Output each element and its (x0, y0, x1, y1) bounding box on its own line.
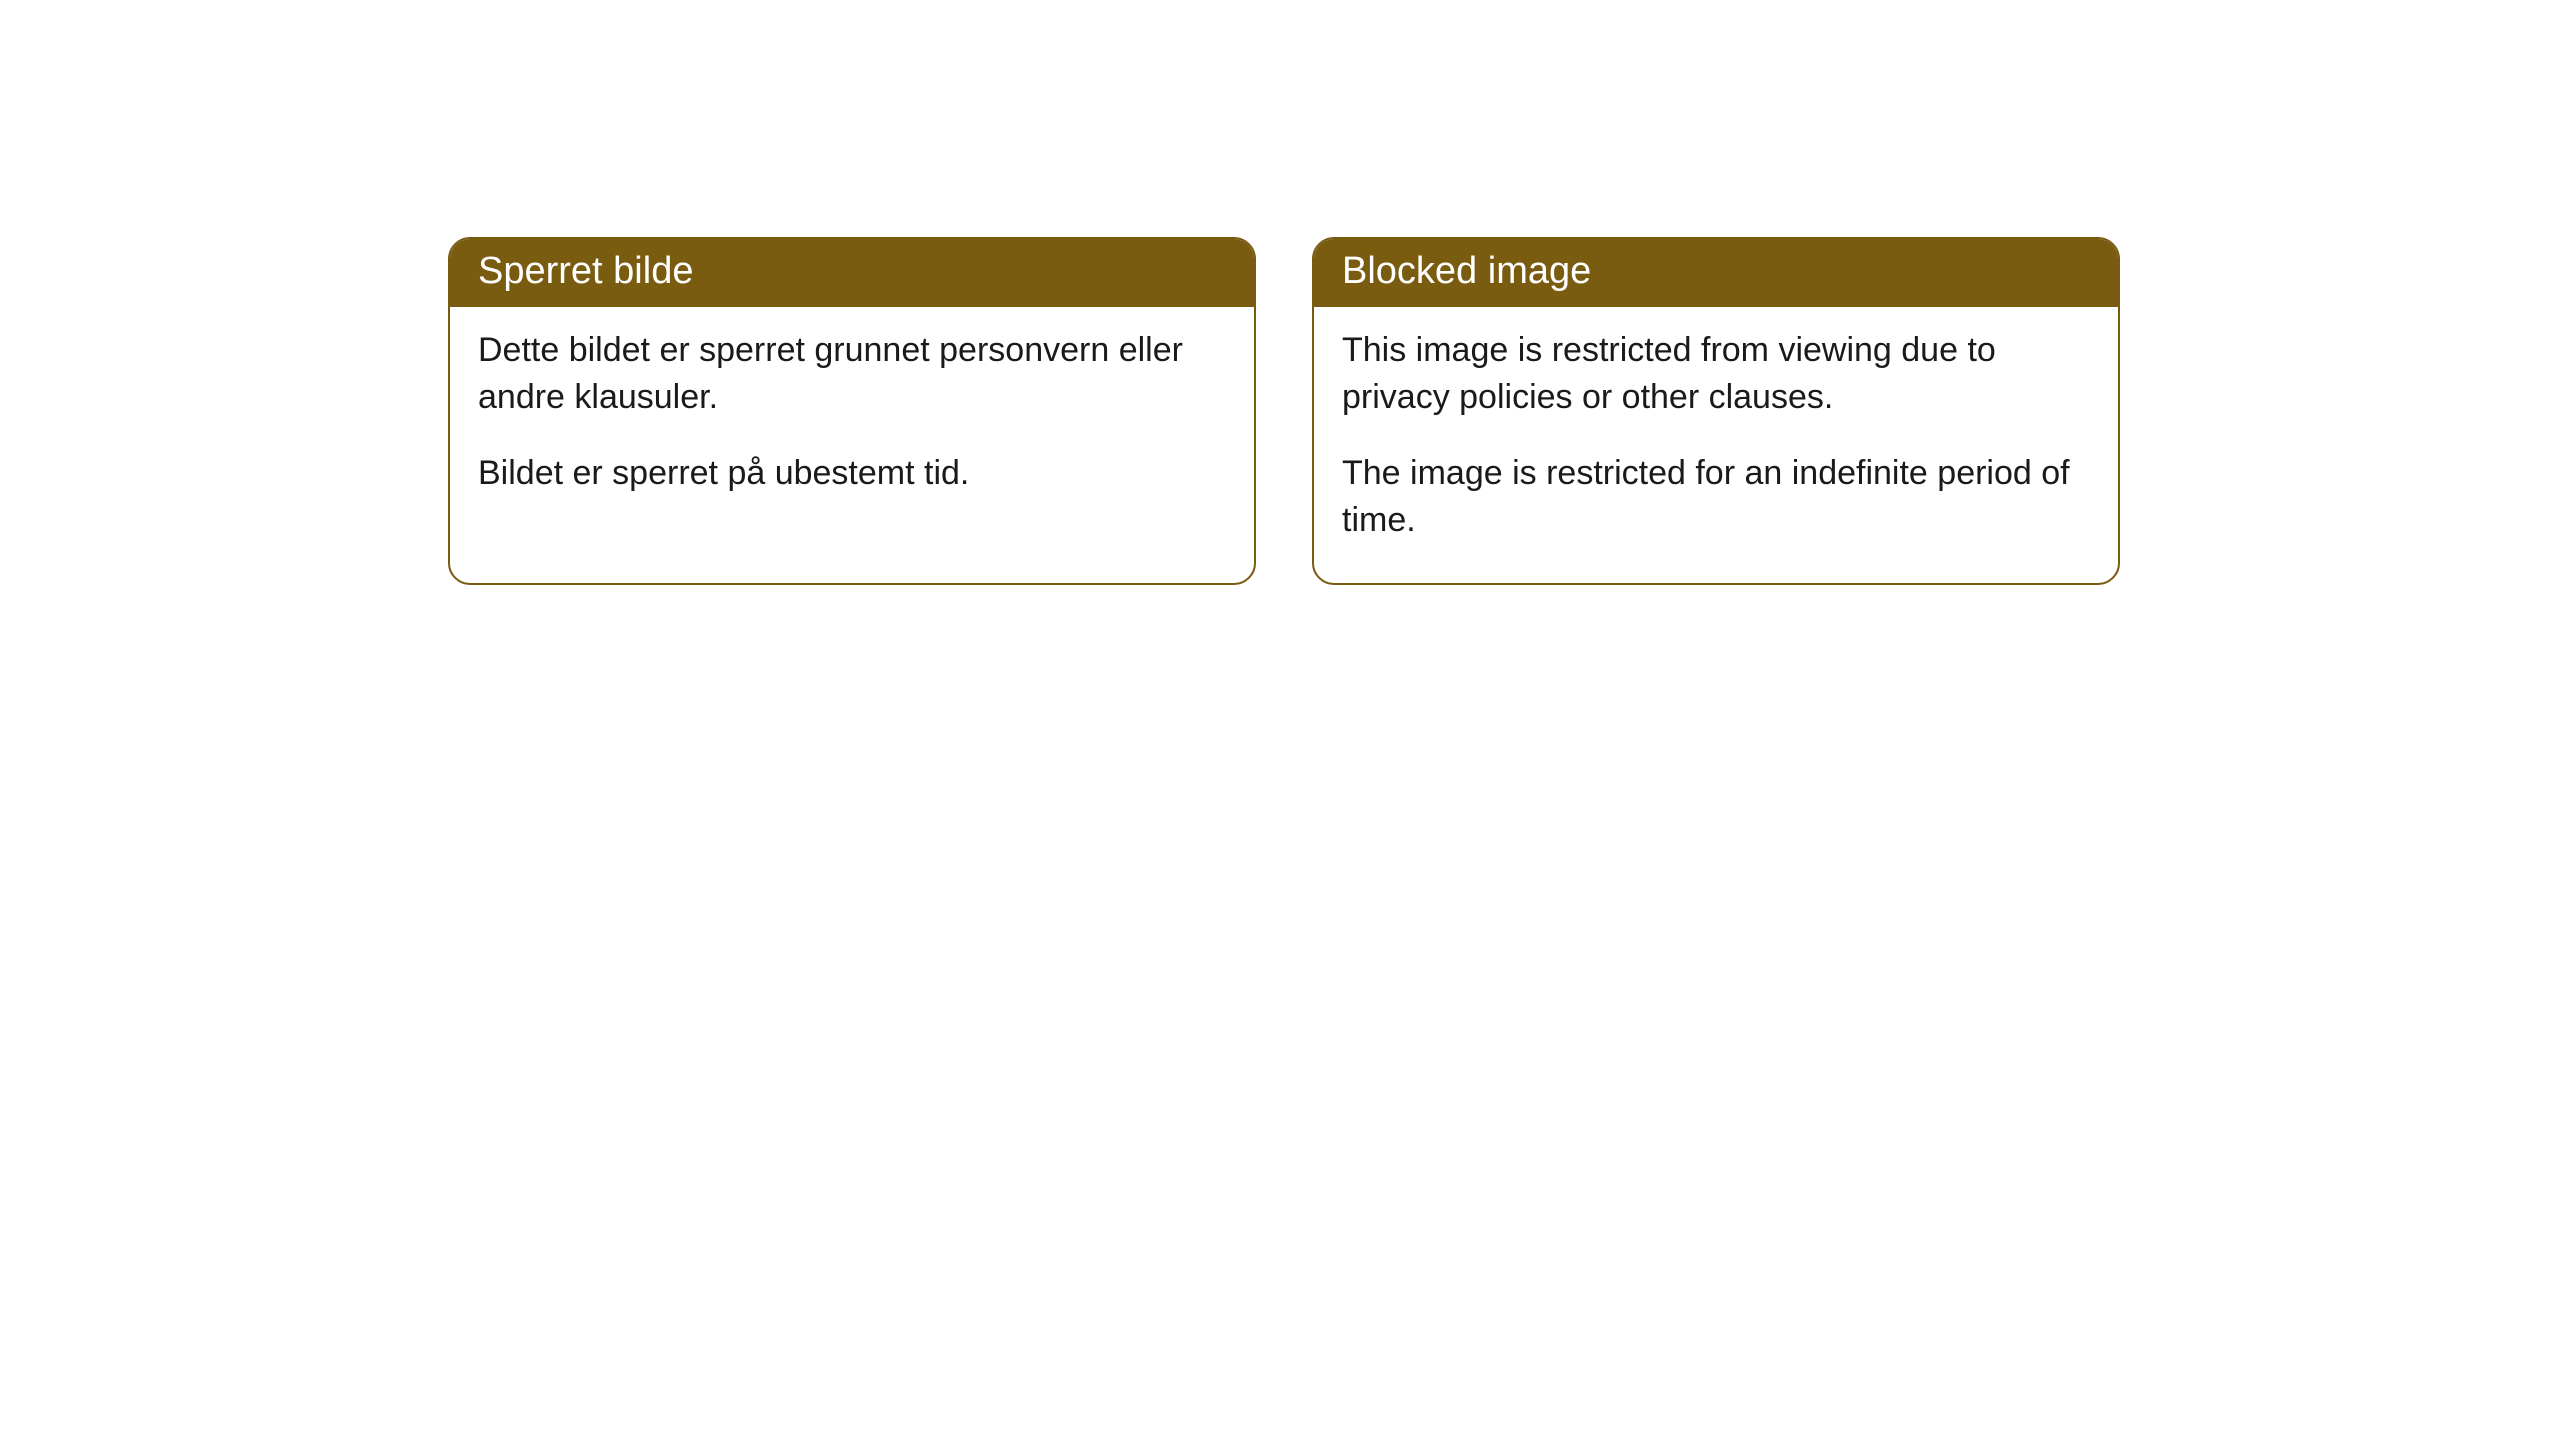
notice-body-english: This image is restricted from viewing du… (1314, 307, 2118, 583)
notice-body-norwegian: Dette bildet er sperret grunnet personve… (450, 307, 1254, 536)
notice-paragraph: Bildet er sperret på ubestemt tid. (478, 450, 1226, 498)
notice-paragraph: This image is restricted from viewing du… (1342, 327, 2090, 422)
notice-title-norwegian: Sperret bilde (450, 239, 1254, 307)
notice-card-english: Blocked image This image is restricted f… (1312, 237, 2120, 585)
notice-paragraph: Dette bildet er sperret grunnet personve… (478, 327, 1226, 422)
notice-container: Sperret bilde Dette bildet er sperret gr… (448, 237, 2120, 585)
notice-title-english: Blocked image (1314, 239, 2118, 307)
notice-paragraph: The image is restricted for an indefinit… (1342, 450, 2090, 545)
notice-card-norwegian: Sperret bilde Dette bildet er sperret gr… (448, 237, 1256, 585)
